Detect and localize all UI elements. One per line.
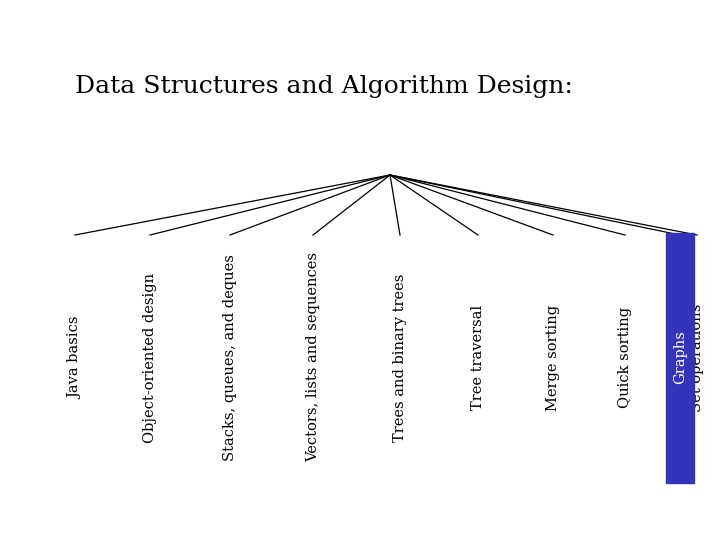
Bar [666,233,694,483]
Text: Vectors, lists and sequences: Vectors, lists and sequences [306,253,320,462]
Text: Graphs: Graphs [673,330,687,384]
Text: Merge sorting: Merge sorting [546,305,560,410]
Text: Object-oriented design: Object-oriented design [143,273,157,443]
Text: Java basics: Java basics [68,316,82,399]
Text: Set operations: Set operations [690,303,704,411]
Text: Quick sorting: Quick sorting [618,307,632,408]
Text: Tree traversal: Tree traversal [471,305,485,410]
Text: Data Structures and Algorithm Design:: Data Structures and Algorithm Design: [75,75,573,98]
Text: Stacks, queues, and deques: Stacks, queues, and deques [223,254,237,461]
Text: Trees and binary trees: Trees and binary trees [393,273,407,442]
